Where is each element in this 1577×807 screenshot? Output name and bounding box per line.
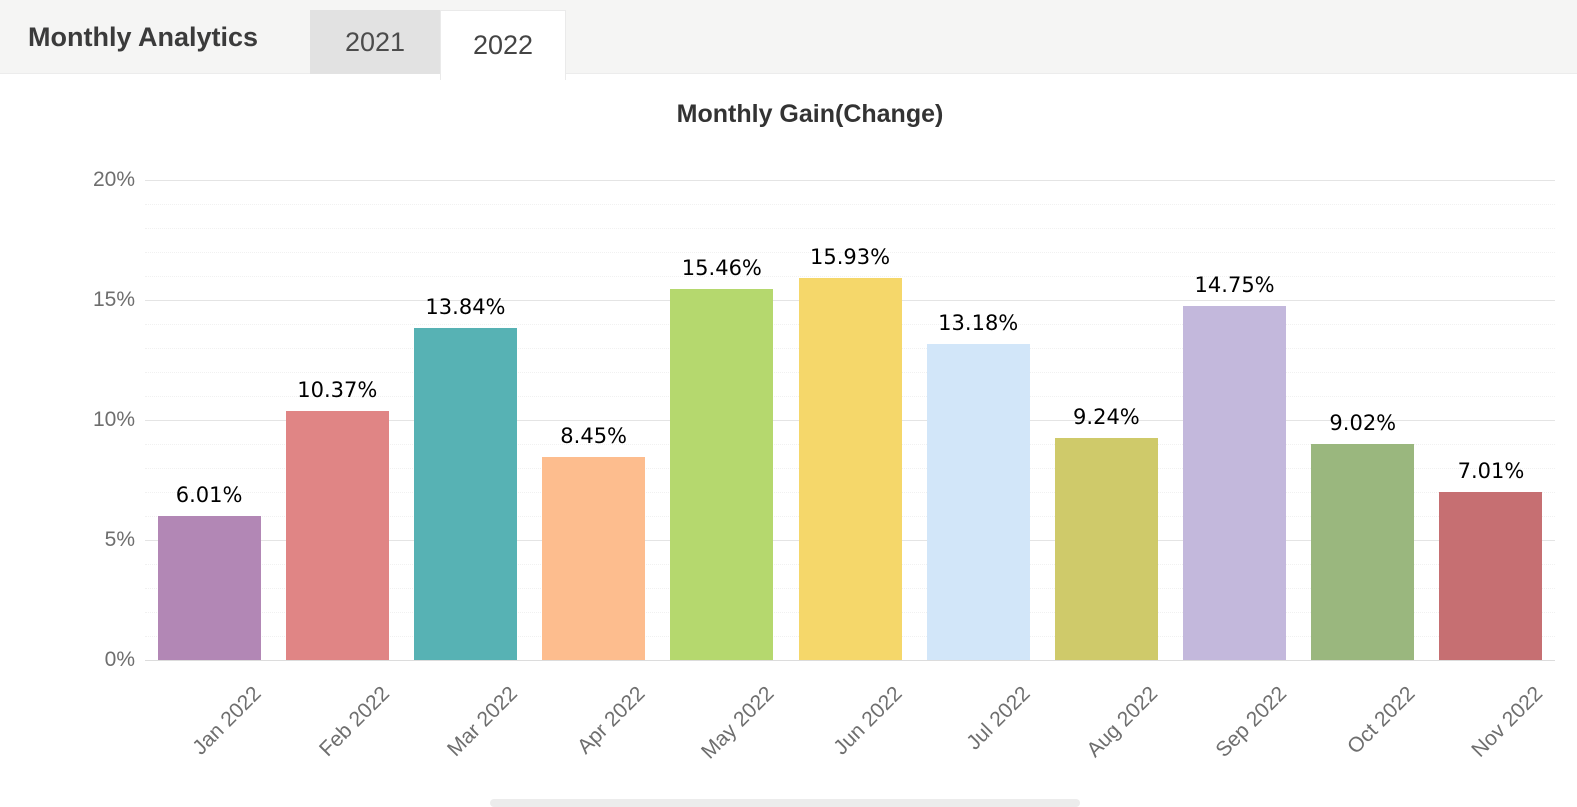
y-axis-tick-label: 5%	[104, 528, 135, 551]
bar-slot-jun-2022: 15.93%	[786, 180, 914, 660]
bar-value-label: 6.01%	[175, 482, 243, 507]
bar-mar-2022[interactable]	[413, 327, 517, 660]
y-axis-tick-label: 20%	[92, 168, 135, 191]
bar-slot-jul-2022: 13.18%	[914, 180, 1042, 660]
minor-gridline	[145, 204, 1555, 205]
bar-value-label: 7.01%	[1457, 458, 1525, 483]
x-axis-label-oct-2022: Oct 2022	[1342, 682, 1419, 759]
page-title: Monthly Analytics	[28, 22, 259, 52]
bar-value-label: 8.45%	[560, 424, 628, 449]
tab-2021[interactable]: 2021	[310, 10, 440, 74]
bar-value-label: 15.46%	[681, 255, 762, 280]
bar-value-label: 13.84%	[425, 294, 506, 319]
bar-chart-plot-area: 6.01% 10.37% 13.84% 8.45% 15.46% 15.93% 13.18%…	[145, 180, 1555, 661]
x-axis-label-may-2022: May 2022	[696, 682, 779, 764]
bar-value-label: 9.24%	[1073, 405, 1140, 430]
x-axis-label-jul-2022: Jul 2022	[962, 682, 1035, 755]
bar-aug-2022[interactable]	[1054, 438, 1158, 660]
x-axis-labels: Jan 2022 Feb 2022 Mar 2022 Apr 2022 May 2022…	[145, 682, 1555, 792]
x-axis-label-jan-2022: Jan 2022	[187, 682, 266, 760]
minor-gridline	[145, 228, 1555, 229]
x-axis-label-feb-2022: Feb 2022	[314, 682, 394, 762]
bar-slot-feb-2022: 10.37%	[273, 180, 401, 660]
bar-slot-sep-2022: 14.75%	[1171, 180, 1299, 660]
bar-slot-aug-2022: 9.24%	[1042, 180, 1170, 660]
bar-series: 6.01% 10.37% 13.84% 8.45% 15.46% 15.93% 13.18%…	[145, 180, 1555, 660]
bar-value-label: 14.75%	[1194, 273, 1275, 297]
bar-jun-2022[interactable]	[798, 277, 902, 660]
y-axis-tick-label: 10%	[92, 408, 135, 431]
bar-slot-may-2022: 15.46%	[658, 180, 786, 660]
x-axis-label-aug-2022: Aug 2022	[1082, 682, 1163, 762]
x-axis-label-sep-2022: Sep 2022	[1210, 682, 1291, 762]
major-gridline	[145, 180, 1555, 181]
bar-slot-oct-2022: 9.02%	[1299, 180, 1427, 660]
bar-slot-nov-2022: 7.01%	[1427, 180, 1555, 660]
bar-may-2022[interactable]	[670, 288, 774, 660]
x-axis-label-mar-2022: Mar 2022	[442, 682, 522, 761]
x-axis-label-jun-2022: Jun 2022	[828, 682, 907, 760]
bar-value-label: 10.37%	[297, 378, 378, 403]
minor-gridline	[145, 276, 1555, 277]
y-axis-tick-label: 0%	[104, 648, 135, 671]
x-axis-label-apr-2022: Apr 2022	[573, 682, 650, 759]
bar-sep-2022[interactable]	[1183, 306, 1287, 660]
bar-feb-2022[interactable]	[285, 411, 389, 660]
bar-slot-jan-2022: 6.01%	[145, 180, 273, 660]
y-axis-tick-label: 15%	[92, 288, 135, 311]
bar-jan-2022[interactable]	[157, 515, 261, 660]
bar-oct-2022[interactable]	[1311, 443, 1415, 660]
header-bar: Monthly Analytics 2021 2022	[0, 0, 1577, 80]
minor-gridline	[145, 252, 1555, 253]
bar-nov-2022[interactable]	[1439, 491, 1543, 660]
bar-value-label: 13.18%	[938, 310, 1019, 335]
horizontal-scrollbar-thumb[interactable]	[490, 799, 1080, 807]
bar-slot-apr-2022: 8.45%	[530, 180, 658, 660]
bar-jul-2022[interactable]	[926, 343, 1030, 660]
bar-slot-mar-2022: 13.84%	[401, 180, 529, 660]
tab-2022[interactable]: 2022	[440, 10, 566, 80]
major-gridline	[145, 660, 1555, 661]
x-axis-label-nov-2022: Nov 2022	[1467, 682, 1548, 762]
bar-value-label: 15.93%	[809, 244, 891, 269]
bar-value-label: 9.02%	[1329, 410, 1397, 435]
chart-title: Monthly Gain(Change)	[676, 100, 944, 128]
bar-apr-2022[interactable]	[542, 457, 646, 660]
